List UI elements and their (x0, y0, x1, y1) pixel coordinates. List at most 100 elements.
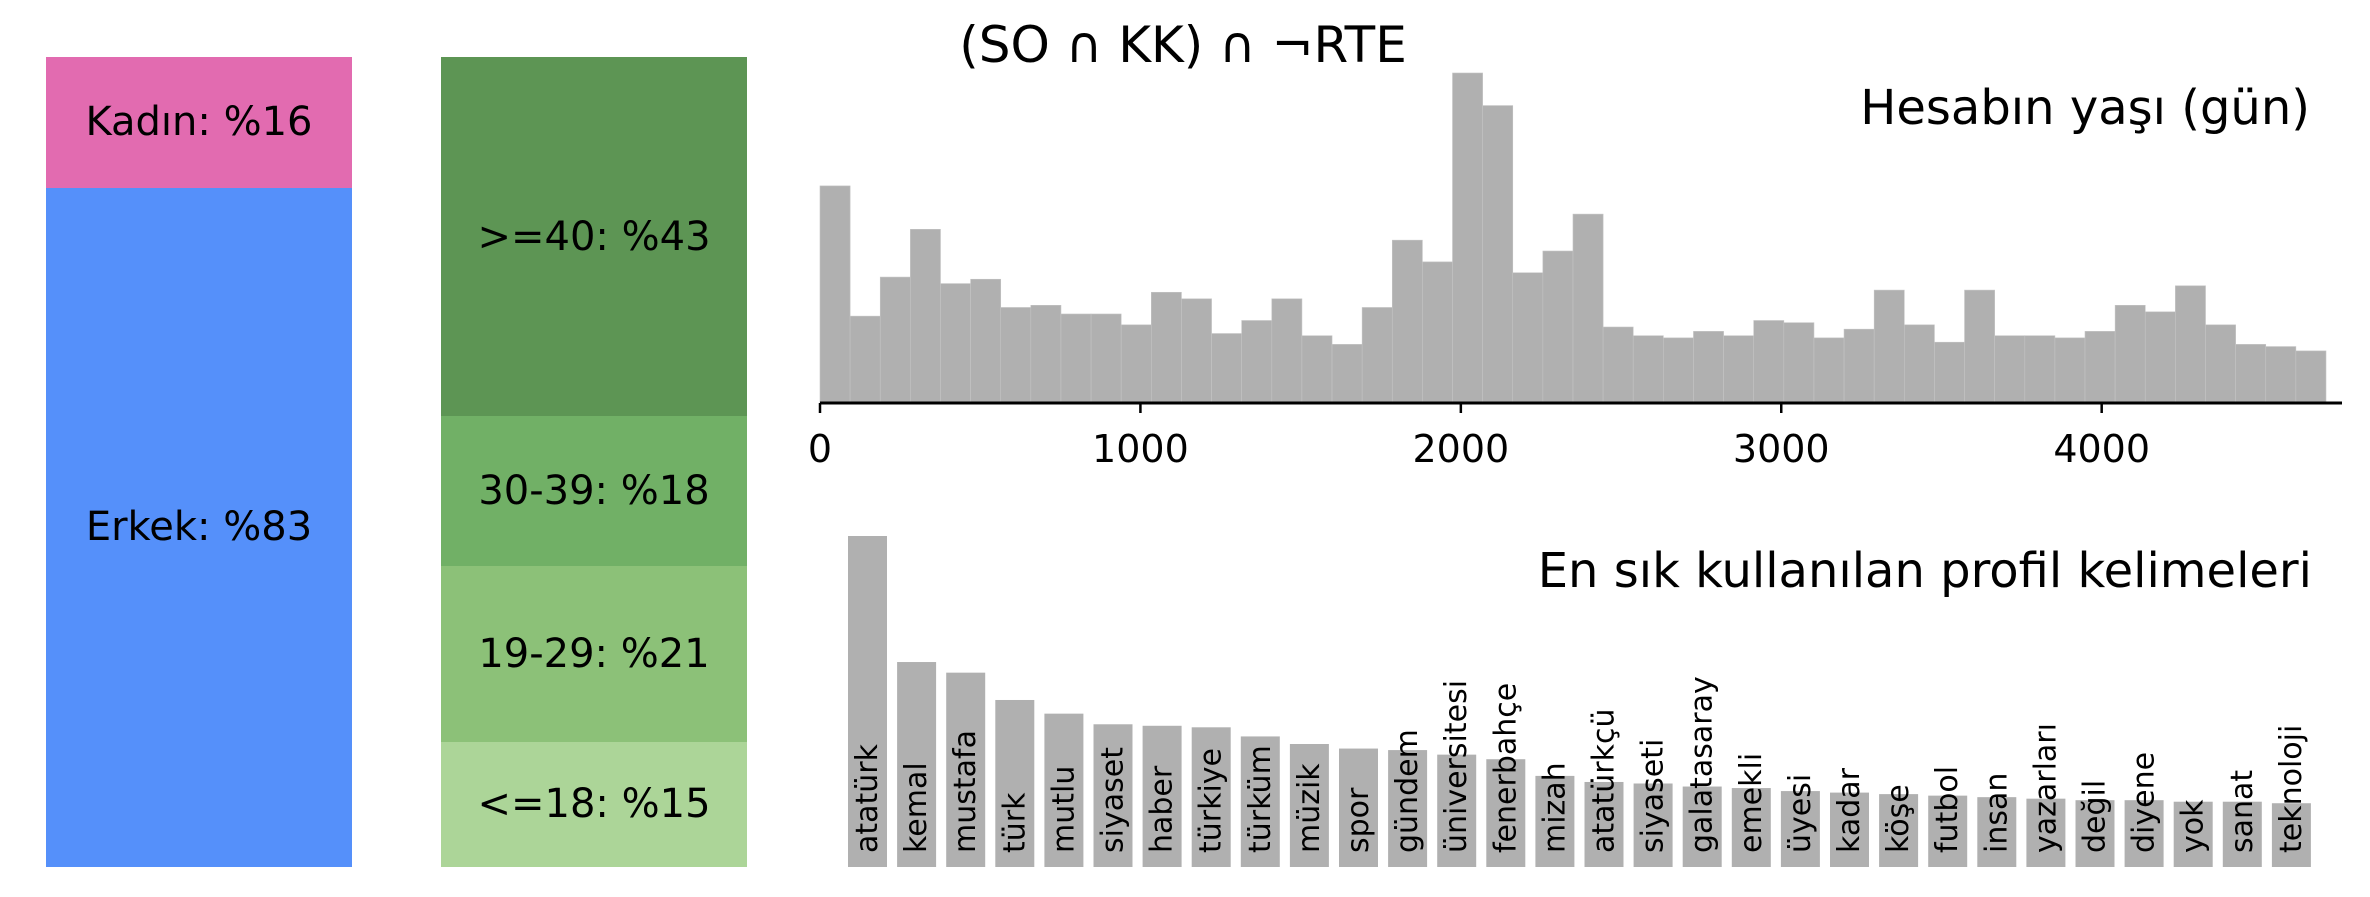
word-label: köşe (1881, 784, 1916, 853)
histogram-bar (1000, 307, 1032, 404)
word-bar (2026, 798, 2066, 867)
word-bar (1191, 727, 1231, 867)
word-label: insan (1979, 773, 2014, 853)
histogram-bar (1904, 324, 1935, 404)
histogram-bar (2265, 346, 2297, 404)
stacked-segment: >=40: %43 (441, 57, 747, 417)
word-label: siyaseti (1636, 739, 1671, 853)
histogram-bar (1753, 320, 1785, 404)
histogram-bar (1602, 326, 1634, 404)
segment-label: <=18: %15 (477, 781, 711, 828)
word-bar (1633, 783, 1673, 867)
word-label: sanat (2225, 770, 2260, 853)
segment-label: 30-39: %18 (478, 468, 710, 515)
profile-words-chart: atatürk kemal mustafa türk mutlu siyaset haber… (848, 536, 2312, 867)
histogram-bar (1060, 313, 1092, 404)
word-bar (1977, 797, 2017, 867)
word-label: üyesi (1783, 774, 1818, 853)
word-label: galatasaray (1685, 676, 1720, 853)
word-bar (1240, 736, 1280, 867)
histogram-bar (1211, 333, 1242, 404)
histogram-bar (1843, 328, 1875, 404)
histogram-bar (879, 276, 911, 404)
word-bar (1535, 775, 1575, 867)
word-label: kemal (899, 762, 934, 853)
histogram-bar (1964, 289, 1995, 404)
histogram-bar (1632, 335, 1664, 404)
word-label: mutlu (1046, 766, 1081, 853)
word-bar (1731, 788, 1771, 867)
histogram-bar (1030, 305, 1062, 404)
account-age-histogram: 0 1000 2000 3000 4000 Hesabın yaşı (gün) (808, 72, 2342, 471)
word-bar (1437, 754, 1477, 867)
x-tick-label: 1000 (1092, 427, 1189, 471)
word-bar (848, 536, 887, 867)
word-label: teknoloji (2274, 725, 2309, 853)
word-bar (1486, 759, 1526, 867)
stacked-segment: <=18: %15 (441, 741, 747, 867)
word-label: mizah (1537, 762, 1572, 853)
word-label: futbol (1930, 766, 1965, 853)
word-label: spor (1341, 787, 1376, 853)
word-bar (1388, 750, 1428, 867)
word-label: yok (2176, 799, 2211, 853)
x-tick-label: 4000 (2053, 427, 2150, 471)
word-bar (1339, 748, 1378, 867)
word-bar (2271, 803, 2311, 867)
stacked-segment: Kadın: %16 (46, 57, 352, 188)
x-tick-label: 3000 (1733, 427, 1830, 471)
histogram-bar (1331, 344, 1363, 404)
segment-label: Kadın: %16 (85, 99, 313, 146)
word-label: fenerbahçe (1488, 683, 1523, 853)
histogram-bar (970, 278, 1002, 404)
histogram-bar (1241, 320, 1273, 404)
histogram-bar (1693, 331, 1724, 404)
histogram-bar (1813, 337, 1845, 404)
histogram-bar (819, 185, 851, 404)
word-bar (2124, 800, 2164, 867)
word-label: siyaset (1096, 747, 1131, 853)
histogram-bar (2054, 337, 2086, 404)
histogram-bar (1391, 239, 1423, 404)
word-label: gündem (1390, 729, 1425, 853)
histogram-bar (940, 283, 971, 404)
word-bar (2075, 800, 2115, 867)
histogram-bar (2175, 285, 2206, 404)
word-bar (995, 699, 1035, 867)
word-bar (1879, 794, 1919, 867)
word-label: türk (997, 792, 1032, 853)
histogram-bar (1482, 105, 1514, 404)
stacked-segment: 30-39: %18 (441, 416, 747, 567)
histogram-bar (1151, 291, 1182, 404)
histogram-bar (1542, 250, 1574, 404)
word-bar (897, 662, 937, 867)
word-label: mustafa (948, 730, 983, 853)
segment-label: 19-29: %21 (478, 631, 710, 678)
histogram-title: Hesabın yaşı (gün) (1860, 80, 2310, 136)
histogram-bar (2235, 344, 2267, 404)
word-label: yazarları (2028, 723, 2063, 853)
word-bar (1584, 781, 1624, 867)
words-title: En sık kullanılan profil kelimeleri (1538, 543, 2312, 599)
histogram-bar (2114, 305, 2146, 404)
word-label: kadar (1832, 767, 1867, 853)
word-bar (1093, 724, 1133, 867)
word-bar (1142, 725, 1182, 867)
x-tick-label: 2000 (1412, 427, 1509, 471)
word-label: emekli (1734, 753, 1769, 853)
histogram-bar (1301, 335, 1333, 404)
histogram-bar (1422, 261, 1453, 404)
histogram-bar (910, 229, 941, 404)
stacked-segment: 19-29: %21 (441, 566, 747, 742)
histogram-bar (1452, 72, 1483, 404)
word-bar (1780, 791, 1820, 867)
word-bar (946, 672, 986, 867)
histogram-bar (1361, 307, 1393, 404)
word-bar (1830, 792, 1869, 867)
word-bar (1289, 744, 1329, 867)
histogram-bar (2084, 331, 2116, 404)
word-label: türkiye (1194, 748, 1229, 853)
histogram-bar (1994, 335, 2026, 404)
histogram-bar (849, 315, 881, 404)
